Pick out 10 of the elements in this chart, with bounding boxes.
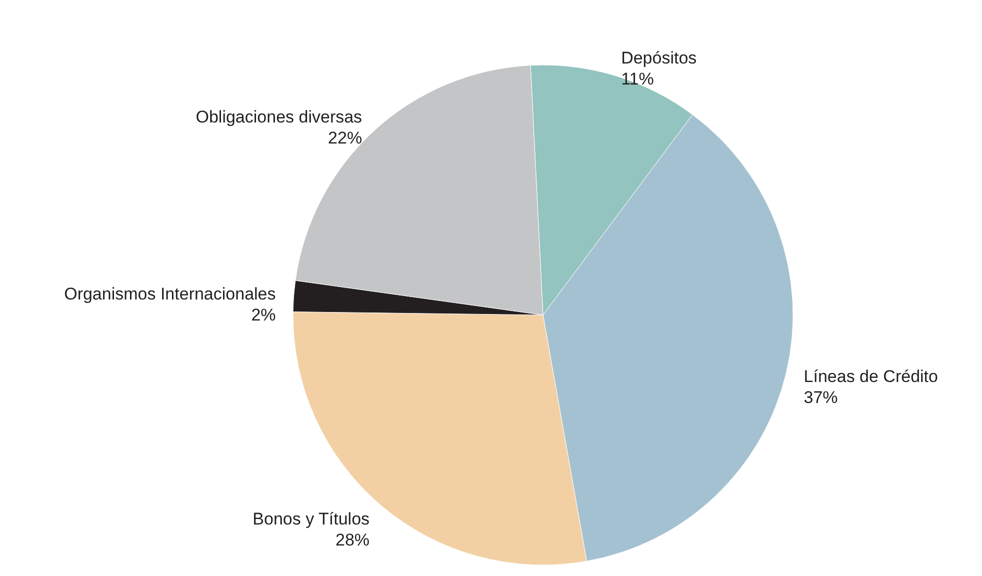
slice-label: Bonos y Títulos [252,509,370,528]
slice-label: Líneas de Crédito [804,366,938,386]
data-label: 11% [621,70,654,89]
data-label: 2% [251,306,276,325]
slice-label: Obligaciones diversas [196,107,362,126]
data-label: 37% [804,388,838,407]
slice-label: Depósitos [621,48,697,68]
slice-label: Organismos Internacionales [64,284,276,304]
data-label: 28% [336,530,370,550]
data-label: 22% [328,128,362,148]
